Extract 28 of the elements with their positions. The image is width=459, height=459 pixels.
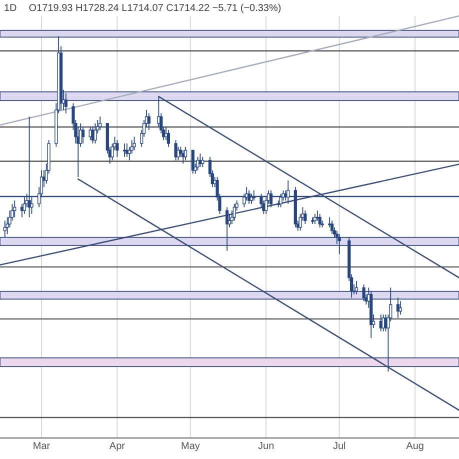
candlestick <box>226 206 229 252</box>
candlestick <box>132 136 136 151</box>
candlestick <box>398 300 402 316</box>
candlestick <box>318 213 322 228</box>
candlestick <box>176 146 180 161</box>
candlestick <box>166 130 170 148</box>
candlestick <box>338 234 341 255</box>
candlestick <box>64 92 68 114</box>
text: 1D <box>4 3 17 14</box>
text: O1719.93 H1728.24 L1714.07 C1714.22 −5.71 (−0.33%) <box>28 3 282 14</box>
candlestick <box>81 126 85 144</box>
candlestick <box>330 220 334 234</box>
x-tick-label: Jun <box>258 441 274 452</box>
x-tick-label: Mar <box>32 441 51 452</box>
candlestick <box>184 146 188 161</box>
candlestick <box>94 122 97 144</box>
candlestick <box>362 284 366 302</box>
x-tick-label: Jul <box>332 441 346 452</box>
candlestick <box>98 116 102 131</box>
candlestick <box>396 297 400 318</box>
candlestick <box>354 280 358 295</box>
candlestick <box>147 112 150 131</box>
x-tick-label: May <box>180 441 200 452</box>
candlestick <box>201 156 204 168</box>
candlestick <box>174 140 178 161</box>
x-tick-label: Apr <box>109 441 126 452</box>
candlestick <box>232 203 236 222</box>
x-tick-label: Aug <box>406 441 424 452</box>
